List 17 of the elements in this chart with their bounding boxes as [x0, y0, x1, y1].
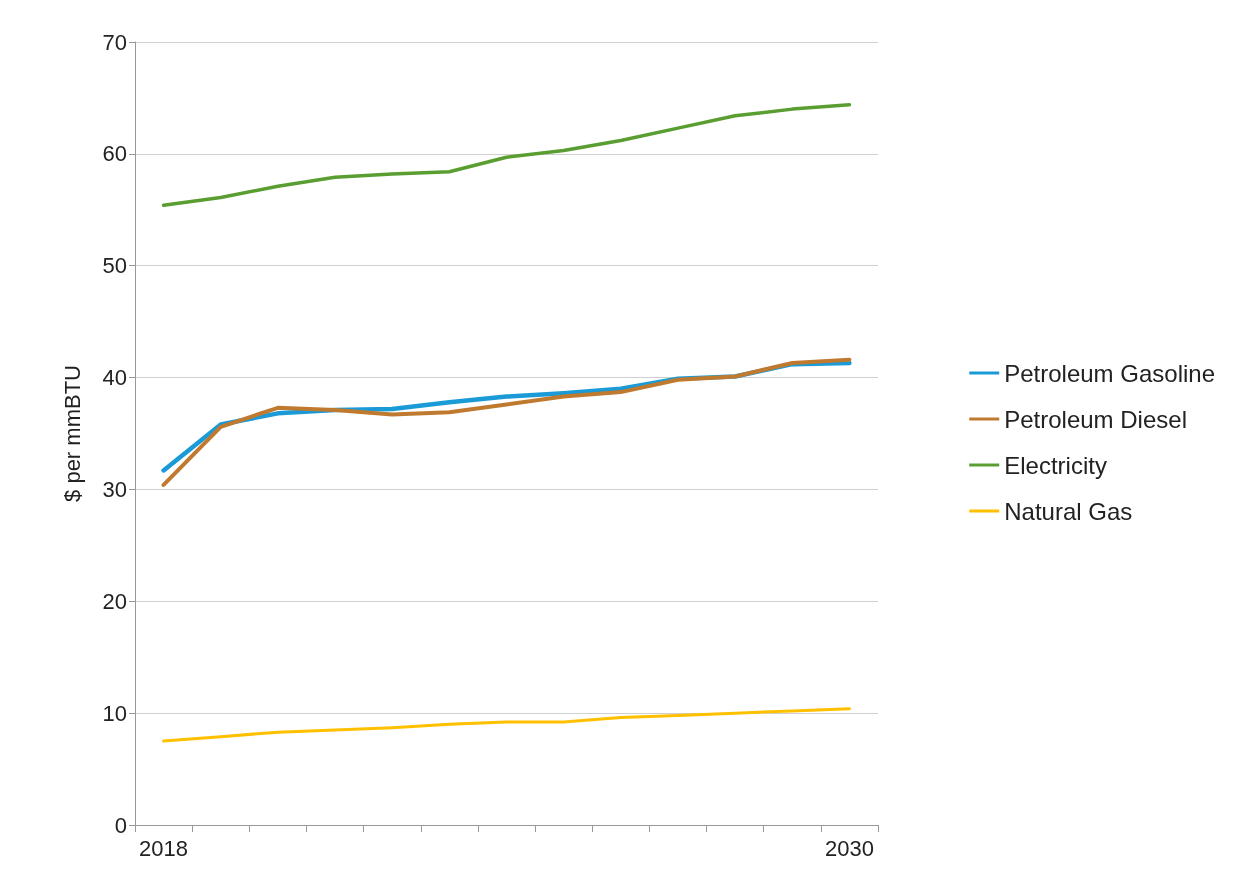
y-tick-label: 0 [114, 812, 127, 838]
legend-label: Electricity [1004, 451, 1107, 479]
legend-label: Natural Gas [1004, 497, 1133, 525]
y-tick-label: 10 [102, 700, 127, 726]
y-tick-label: 20 [102, 588, 127, 614]
legend-label: Petroleum Gasoline [1004, 359, 1216, 387]
y-tick-label: 70 [102, 29, 127, 55]
y-tick-label: 40 [102, 365, 127, 391]
y-tick-label: 30 [102, 476, 127, 502]
y-axis-title: $ per mmBTU [59, 365, 85, 502]
y-tick-label: 50 [102, 253, 127, 279]
line-series [162, 707, 851, 743]
y-tick-label: 60 [102, 141, 127, 167]
x-tick-label: 2030 [824, 835, 874, 861]
line-series [161, 102, 852, 208]
legend-label: Petroleum Diesel [1004, 405, 1187, 433]
x-tick-label: 2018 [139, 835, 189, 861]
